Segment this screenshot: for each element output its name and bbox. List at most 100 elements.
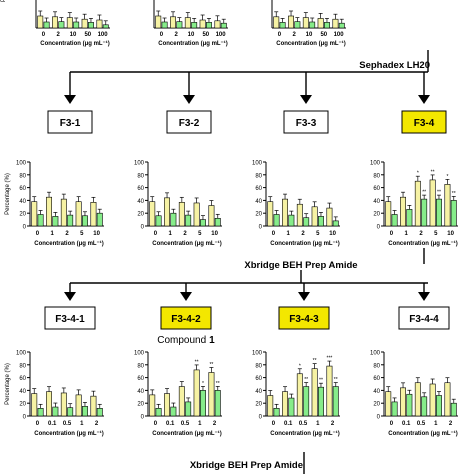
- bar-green: [279, 22, 286, 29]
- arrow-head: [183, 95, 195, 104]
- x-axis-label: Concentration (μg mL⁻¹): [40, 40, 110, 47]
- y-axis-label: Percentage (%): [5, 363, 11, 405]
- bar-green: [58, 21, 65, 29]
- bar-green: [214, 218, 221, 227]
- bar-yellow: [184, 17, 191, 29]
- bar-yellow: [208, 372, 215, 417]
- bar-green: [191, 22, 198, 29]
- x-tick-label: 10: [447, 231, 454, 237]
- arrow-head: [300, 95, 312, 104]
- bar-yellow: [199, 19, 206, 29]
- compound-number: 1: [209, 335, 215, 346]
- bar-yellow: [178, 386, 185, 417]
- y-tick-label: 80: [19, 173, 26, 179]
- x-tick-label: 1: [434, 421, 438, 427]
- bar-green: [52, 216, 59, 227]
- sephadex-label: Sephadex LH20: [359, 60, 430, 71]
- bar-yellow: [267, 395, 274, 417]
- x-tick-label: 5: [198, 231, 202, 237]
- y-tick-label: 100: [134, 161, 145, 167]
- y-tick-label: 40: [137, 389, 144, 395]
- bar-yellow: [60, 198, 67, 227]
- chart-panel-3: 0 20 40 60 80 100 0 1 2 5 10 Concentration (μg mL⁻¹…: [5, 161, 104, 247]
- bar-green: [406, 393, 413, 417]
- significance-label: **: [334, 377, 338, 383]
- x-tick-label: 0: [390, 421, 394, 427]
- x-tick-label: 0.5: [299, 421, 308, 427]
- bar-yellow: [302, 17, 309, 29]
- y-tick-label: 0: [23, 415, 27, 421]
- bar-yellow: [311, 368, 318, 417]
- bar-green: [323, 22, 330, 29]
- x-tick-label: 2: [183, 231, 187, 237]
- y-tick-label: 0: [259, 415, 263, 421]
- chart-panel-4: 0 20 40 60 80 100 0 1 2 5 10 Concentration (μg mL⁻¹…: [134, 161, 222, 247]
- xbridge-label-bottom: Xbridge BEH Prep Amide: [190, 460, 303, 471]
- x-tick-label: 2: [449, 421, 453, 427]
- bar-yellow: [296, 203, 303, 227]
- bar-yellow: [81, 18, 88, 29]
- bar-yellow: [170, 16, 176, 29]
- arrow-head: [418, 292, 430, 301]
- significance-label: **: [209, 362, 213, 368]
- fraction-label: F3-4-3: [289, 314, 319, 325]
- bar-green: [294, 21, 301, 29]
- x-tick-label: 10: [93, 231, 100, 237]
- y-tick-label: 60: [373, 376, 380, 382]
- x-tick-label: 0.1: [284, 421, 293, 427]
- y-tick-label: 40: [255, 199, 262, 205]
- bar-green: [332, 386, 339, 417]
- significance-label: **: [304, 377, 308, 383]
- bar-green: [273, 214, 280, 227]
- x-tick-label: 2: [293, 32, 297, 38]
- x-tick-label: 0: [160, 32, 164, 38]
- bar-green: [88, 22, 94, 29]
- y-tick-label: 100: [252, 351, 263, 357]
- bar-green: [338, 22, 345, 29]
- y-tick-label: 100: [16, 161, 27, 167]
- y-tick-label: 60: [137, 186, 144, 192]
- bar-green: [43, 21, 50, 29]
- x-axis-label: Concentration (μg mL⁻¹): [270, 430, 340, 437]
- y-tick-label: 100: [370, 161, 381, 167]
- y-tick-label: 20: [255, 212, 262, 218]
- bar-yellow: [37, 15, 44, 29]
- bar-yellow: [429, 383, 436, 417]
- bar-green: [421, 198, 428, 227]
- bar-green: [102, 24, 109, 29]
- chart-panel-10: 0 20 40 60 80 100 0 0.1 0.5 1 2 Concentration (μg m…: [370, 351, 458, 437]
- x-tick-label: 0: [390, 231, 394, 237]
- y-tick-label: 40: [137, 199, 144, 205]
- x-tick-label: 50: [84, 32, 91, 38]
- bar-yellow: [178, 202, 185, 227]
- x-tick-label: 1: [169, 231, 173, 237]
- bar-yellow: [288, 15, 295, 29]
- significance-label: *: [202, 381, 204, 387]
- bar-yellow: [282, 391, 289, 417]
- arrow-head: [418, 95, 430, 104]
- bar-yellow: [385, 201, 392, 227]
- x-axis-label: Concentration (μg mL⁻¹): [34, 430, 104, 437]
- x-tick-label: 0.5: [63, 421, 72, 427]
- bar-green: [161, 21, 168, 29]
- bar-green: [288, 397, 295, 417]
- chart-panel-1: 0 2 10 50 100 Concentration (μg mL⁻¹): [153, 0, 228, 47]
- y-tick-label: 20: [137, 212, 144, 218]
- x-tick-label: 0.5: [181, 421, 190, 427]
- bar-yellow: [385, 391, 392, 417]
- x-tick-label: 2: [57, 32, 61, 38]
- y-tick-label: 80: [19, 363, 26, 369]
- y-tick-label: 100: [134, 351, 145, 357]
- bar-green: [185, 401, 192, 417]
- compound-text: Compound: [157, 335, 206, 346]
- y-tick-label: 0: [23, 225, 27, 231]
- bar-green: [73, 21, 80, 29]
- bar-green: [450, 200, 457, 227]
- y-tick-label: 80: [255, 173, 262, 179]
- x-tick-label: 10: [70, 32, 77, 38]
- bar-yellow: [96, 19, 103, 29]
- x-tick-label: 0: [42, 32, 46, 38]
- y-tick-label: 100: [252, 161, 263, 167]
